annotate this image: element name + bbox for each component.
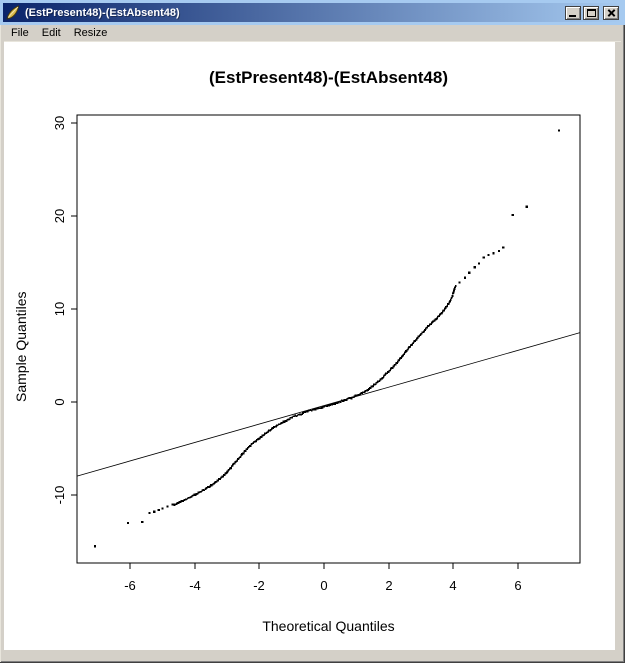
svg-text:0: 0 [52, 398, 67, 405]
window-title: (EstPresent48)-(EstAbsent48) [25, 6, 180, 19]
svg-text:4: 4 [449, 578, 456, 593]
qq-plot-canvas: -6 -4 -2 0 2 4 6 -10 0 10 20 30 [52, 114, 581, 593]
menu-item-edit[interactable]: Edit [41, 27, 61, 39]
title-bar[interactable]: (EstPresent48)-(EstAbsent48) [3, 3, 622, 22]
svg-text:6: 6 [514, 578, 521, 593]
svg-text:-4: -4 [189, 578, 201, 593]
svg-text:-2: -2 [253, 578, 265, 593]
svg-text:10: 10 [52, 302, 67, 316]
minimize-icon [569, 14, 576, 17]
maximize-button[interactable] [583, 5, 599, 20]
feather-icon [5, 4, 21, 21]
svg-text:30: 30 [52, 116, 67, 130]
plot-client-area: (EstPresent48)-(EstAbsent48) Sample Quan… [4, 42, 615, 650]
close-button[interactable] [603, 5, 619, 20]
menu-item-file[interactable]: File [11, 27, 29, 39]
plot-title: (EstPresent48)-(EstAbsent48) [208, 68, 448, 87]
svg-text:2: 2 [385, 578, 392, 593]
window-controls [565, 5, 619, 20]
menu-bar: File Edit Resize [4, 25, 621, 42]
maximize-icon [587, 8, 596, 17]
menu-item-resize[interactable]: Resize [73, 27, 108, 39]
svg-text:-6: -6 [124, 578, 136, 593]
y-axis-label: Sample Quantiles [13, 291, 29, 403]
svg-text:0: 0 [320, 578, 327, 593]
minimize-button[interactable] [565, 5, 581, 20]
svg-text:20: 20 [52, 209, 67, 223]
x-axis-label: Theoretical Quantiles [262, 618, 395, 634]
svg-text:-10: -10 [52, 486, 67, 505]
